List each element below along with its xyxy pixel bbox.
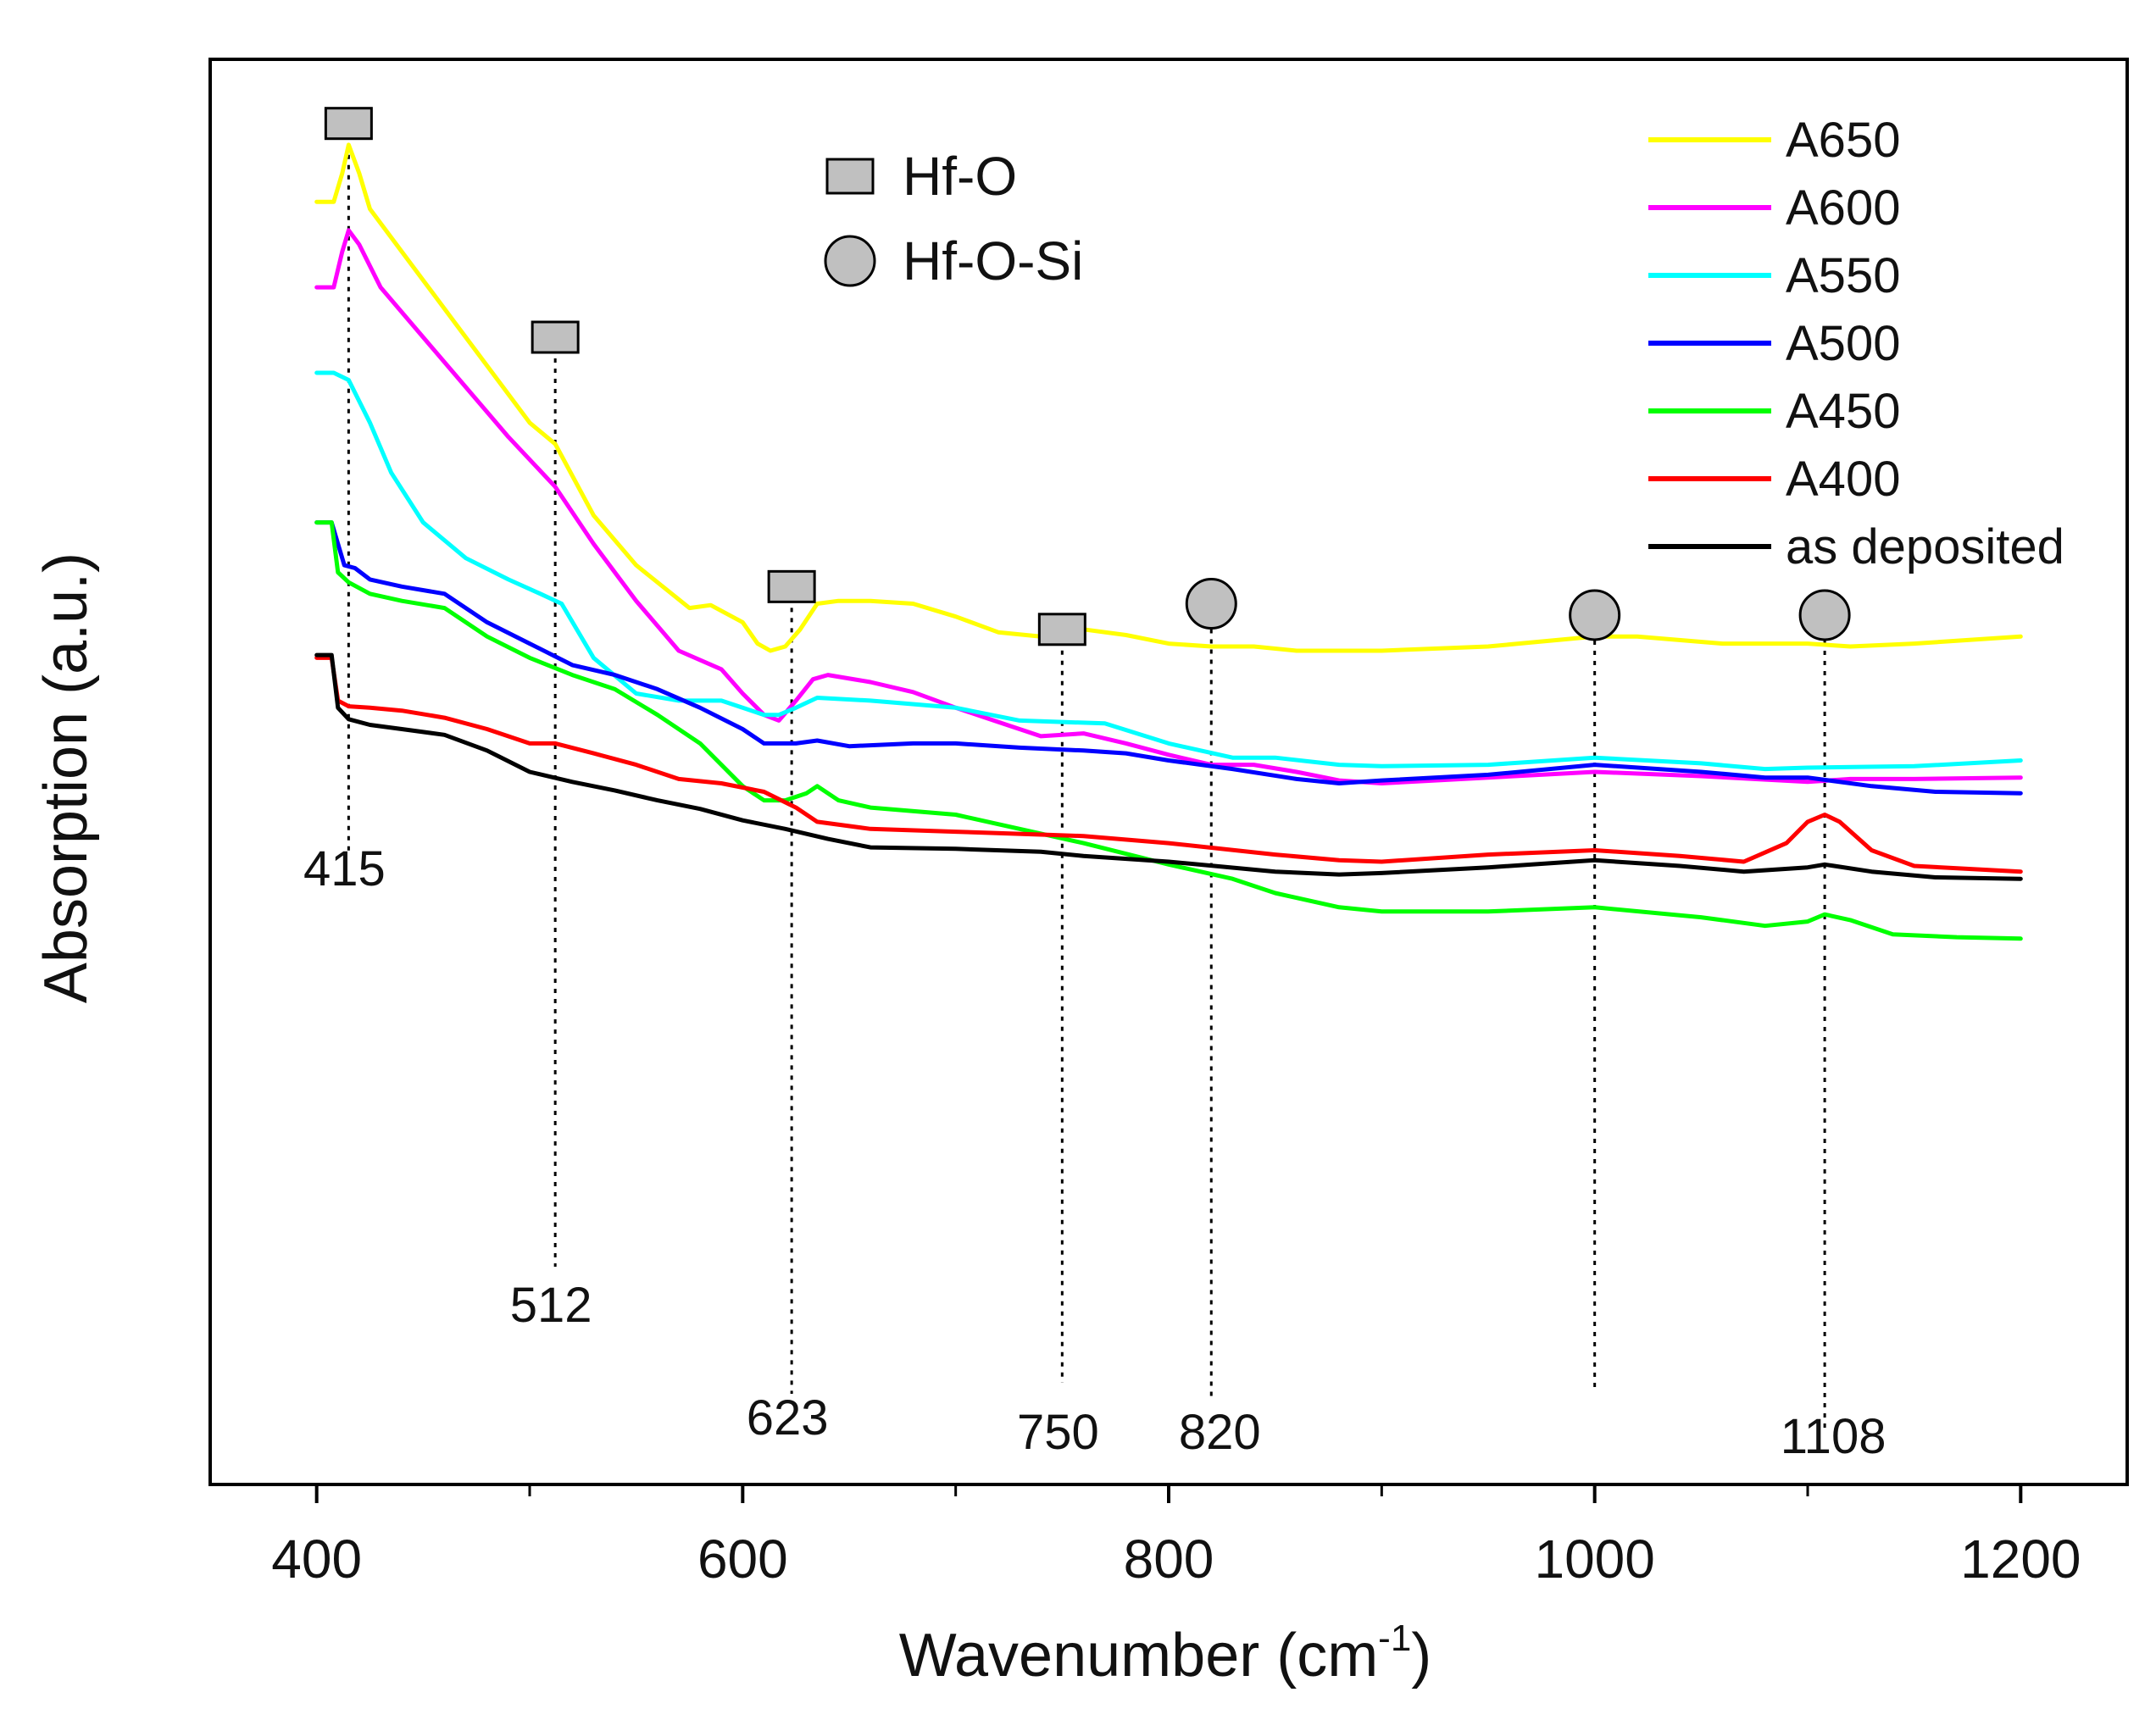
legend-label-a400: A400 [1786, 452, 1900, 507]
peak-label-415: 415 [303, 841, 386, 896]
legend-label-as-deposited: as deposited [1786, 519, 2064, 574]
x-tick-label-600: 600 [697, 1529, 788, 1590]
hf-o-si-marker-820 [1185, 578, 1237, 630]
series-line-a650 [314, 142, 2023, 653]
x-axis-label-superscript: -1 [1378, 1617, 1411, 1659]
series-line-a400 [314, 655, 2023, 874]
hf-o-si-marker-1108 [1798, 589, 1851, 641]
peak-label-750: 750 [1017, 1405, 1099, 1460]
series-lines [314, 142, 2023, 941]
marker-legend-circle-icon [824, 235, 876, 287]
x-tick-label-1200: 1200 [1960, 1529, 2081, 1590]
legend-label-a650: A650 [1786, 113, 1900, 168]
x-tick-label-800: 800 [1124, 1529, 1214, 1590]
series-line-a450 [314, 520, 2023, 941]
marker-legend: Hf-O Hf-O-Si [824, 146, 1083, 291]
hf-o-marker-415 [324, 107, 373, 141]
hf-o-marker-623 [767, 569, 816, 603]
x-axis-ticks: 400 600 800 1000 1200 [271, 1484, 2081, 1590]
peak-markers: 415 512 623 750 820 1108 [303, 107, 1886, 1464]
legend: A650 A600 A550 A500 A450 A400 as deposited [1648, 113, 2064, 574]
hf-o-si-marker-1000 [1569, 589, 1621, 641]
peak-label-1108: 1108 [1781, 1409, 1886, 1464]
series-line-a600 [314, 228, 2023, 785]
legend-label-a600: A600 [1786, 180, 1900, 236]
marker-legend-label-0: Hf-O [903, 146, 1017, 207]
hf-o-marker-512 [531, 320, 580, 354]
hf-o-marker-750 [1037, 613, 1086, 646]
series-line-a500 [314, 520, 2023, 796]
x-tick-label-400: 400 [271, 1529, 362, 1590]
x-axis-label: Wavenumber (cm-1) [899, 1617, 1432, 1690]
x-tick-label-1000: 1000 [1534, 1529, 1654, 1590]
legend-label-a550: A550 [1786, 248, 1900, 303]
x-axis-label-main: Wavenumber (cm [899, 1622, 1378, 1690]
x-axis-label-end: ) [1411, 1622, 1431, 1690]
marker-legend-square-icon [825, 158, 875, 195]
marker-legend-label-1: Hf-O-Si [903, 230, 1083, 291]
legend-label-a450: A450 [1786, 384, 1900, 439]
peak-label-623: 623 [747, 1390, 829, 1445]
legend-label-a500: A500 [1786, 316, 1900, 371]
peak-label-820: 820 [1179, 1405, 1261, 1460]
series-line-as-deposited [314, 652, 2023, 881]
peak-label-512: 512 [510, 1278, 592, 1333]
y-axis-label: Absorption (a.u.) [32, 552, 100, 1003]
series-line-a550 [314, 370, 2023, 772]
